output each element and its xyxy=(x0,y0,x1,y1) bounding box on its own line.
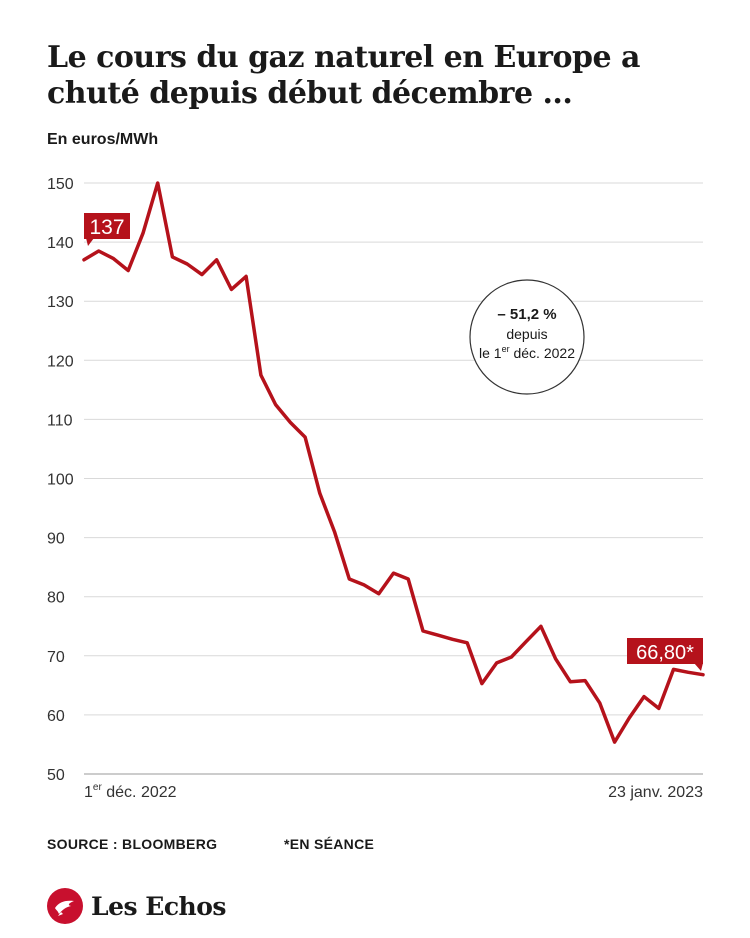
start-value-callout: 137 xyxy=(84,213,130,246)
series-line xyxy=(82,181,705,744)
live-session-note: *EN SÉANCE xyxy=(284,836,375,852)
y-tick-label: 100 xyxy=(47,472,74,489)
x-start-label: 1er déc. 2022 xyxy=(84,782,177,801)
y-axis-ticks: 150 140 130 120 110 100 90 80 70 60 50 xyxy=(47,176,74,784)
line-chart: 150 140 130 120 110 100 90 80 70 60 50 – 51,2 % de… xyxy=(47,176,705,801)
change-since-label: depuis xyxy=(506,326,547,342)
change-date-label: le 1er déc. 2022 xyxy=(479,344,575,361)
y-tick-label: 150 xyxy=(47,176,74,193)
change-annotation: – 51,2 % depuis le 1er déc. 2022 xyxy=(469,279,585,395)
source-note: SOURCE : BLOOMBERG xyxy=(47,836,218,852)
y-tick-label: 70 xyxy=(47,649,65,666)
y-tick-label: 120 xyxy=(47,353,74,370)
end-value-callout: 66,80* xyxy=(627,638,703,671)
end-value-label: 66,80* xyxy=(636,642,694,664)
les-echos-logo-icon xyxy=(47,888,83,924)
brand-name: Les Echos xyxy=(91,891,226,921)
y-tick-label: 110 xyxy=(47,412,73,429)
y-tick-label: 50 xyxy=(47,767,65,784)
change-value: – 51,2 % xyxy=(497,306,556,323)
x-end-label: 23 janv. 2023 xyxy=(608,784,703,801)
y-tick-label: 90 xyxy=(47,531,65,548)
y-tick-label: 140 xyxy=(47,235,74,252)
brand-logo: Les Echos xyxy=(47,888,226,924)
chart-title: Le cours du gaz naturel en Europe a chut… xyxy=(47,40,640,111)
y-tick-label: 60 xyxy=(47,708,65,725)
start-value-label: 137 xyxy=(89,216,124,239)
unit-label: En euros/MWh xyxy=(47,131,159,148)
y-tick-label: 80 xyxy=(47,590,65,607)
y-tick-label: 130 xyxy=(47,294,74,311)
gridlines xyxy=(84,182,703,775)
